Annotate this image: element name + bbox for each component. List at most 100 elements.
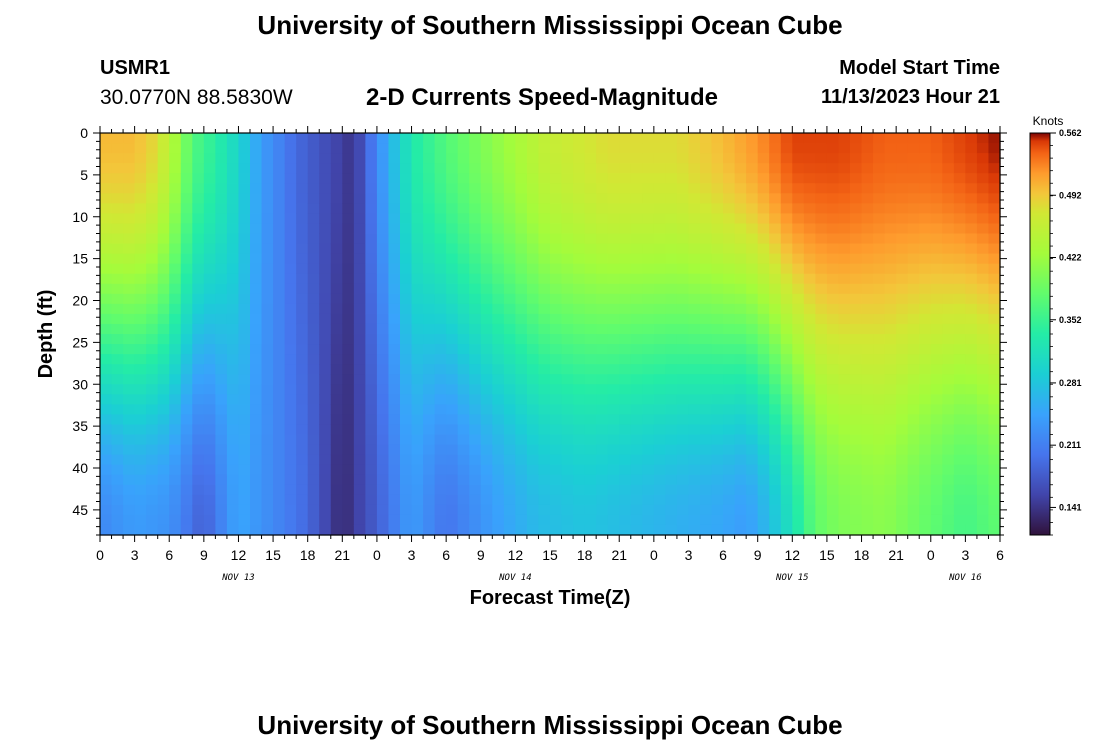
- heat-cell: [826, 504, 840, 516]
- heat-cell: [526, 474, 540, 486]
- heat-cell: [434, 193, 447, 204]
- heat-cell: [792, 394, 805, 405]
- heat-cell: [792, 283, 805, 295]
- heat-cell: [400, 243, 413, 255]
- heat-cell: [180, 143, 193, 154]
- heat-cell: [526, 213, 540, 225]
- heat-cell: [146, 504, 159, 516]
- heat-cell: [792, 303, 805, 315]
- heat-cell: [688, 424, 701, 436]
- heat-cell: [826, 193, 840, 204]
- heat-cell: [550, 213, 563, 225]
- heat-cell: [157, 223, 170, 235]
- heat-cell: [550, 414, 563, 426]
- heat-cell: [457, 183, 470, 194]
- heat-cell: [273, 424, 286, 436]
- heat-cell: [815, 163, 828, 174]
- heat-cell: [550, 313, 563, 325]
- heat-cell: [342, 424, 355, 436]
- heat-cell: [376, 313, 390, 325]
- heat-cell: [873, 524, 886, 536]
- heat-cell: [930, 484, 943, 496]
- heat-cell: [203, 404, 216, 415]
- heat-cell: [365, 273, 378, 285]
- heat-cell: [619, 404, 632, 415]
- heat-cell: [146, 213, 159, 225]
- heat-cell: [353, 434, 366, 446]
- heat-cell: [480, 303, 493, 315]
- heat-cell: [850, 253, 863, 265]
- heat-cell: [630, 143, 643, 154]
- heat-cell: [388, 173, 401, 184]
- heat-cell: [261, 424, 274, 436]
- heat-cell: [180, 173, 193, 184]
- heat-cell: [226, 133, 240, 144]
- heat-cell: [873, 424, 886, 436]
- heat-cell: [676, 454, 690, 466]
- heat-cell: [538, 394, 551, 405]
- heat-cell: [976, 484, 990, 496]
- heat-cell: [330, 504, 343, 516]
- heat-cell: [526, 273, 540, 285]
- heat-cell: [723, 243, 736, 255]
- heat-cell: [896, 253, 909, 265]
- heat-cell: [561, 173, 574, 184]
- heat-cell: [596, 163, 609, 174]
- heat-cell: [273, 323, 286, 335]
- heat-cell: [896, 183, 909, 194]
- heat-cell: [296, 404, 309, 415]
- heat-cell: [111, 364, 124, 375]
- heat-cell: [469, 323, 482, 335]
- heat-cell: [838, 514, 851, 526]
- heat-cell: [688, 384, 701, 395]
- heat-cell: [965, 524, 978, 536]
- heat-cell: [503, 414, 516, 426]
- heat-cell: [630, 153, 643, 164]
- heat-cell: [146, 364, 159, 375]
- heat-cell: [919, 163, 932, 174]
- heat-cell: [226, 143, 240, 154]
- colorbar-tick-label: 0.492: [1059, 190, 1082, 200]
- heat-cell: [515, 354, 528, 365]
- heat-cell: [734, 163, 747, 174]
- heat-cell: [342, 313, 355, 325]
- heat-cell: [388, 163, 401, 174]
- heat-cell: [988, 424, 1001, 436]
- heat-cell: [607, 283, 620, 295]
- heat-cell: [319, 424, 332, 436]
- heat-cell: [365, 213, 378, 225]
- heat-cell: [688, 173, 701, 184]
- heat-cell: [400, 444, 413, 456]
- heat-cell: [607, 424, 620, 436]
- heat-cell: [550, 193, 563, 204]
- heat-cell: [492, 394, 505, 405]
- heat-cell: [215, 484, 228, 496]
- heat-cell: [503, 283, 516, 295]
- heat-cell: [953, 404, 966, 415]
- heat-cell: [896, 153, 909, 164]
- heat-cell: [792, 173, 805, 184]
- x-tick-label: 18: [854, 547, 870, 563]
- heat-cell: [573, 273, 586, 285]
- heat-cell: [469, 243, 482, 255]
- heat-cell: [330, 464, 343, 476]
- heat-cell: [526, 173, 540, 184]
- heat-cell: [203, 374, 216, 385]
- heat-cell: [284, 153, 297, 164]
- heat-cell: [100, 334, 113, 345]
- heat-cell: [307, 243, 320, 255]
- heat-cell: [226, 183, 240, 194]
- heat-cell: [192, 464, 205, 476]
- heat-cell: [953, 464, 966, 476]
- heat-cell: [111, 474, 124, 486]
- heat-cell: [134, 223, 147, 235]
- heat-cell: [953, 133, 966, 144]
- heat-cell: [861, 243, 874, 255]
- heat-cell: [169, 474, 182, 486]
- heat-cell: [976, 374, 990, 385]
- heat-cell: [134, 293, 147, 305]
- heat-cell: [711, 474, 724, 486]
- heat-cell: [526, 313, 540, 325]
- heat-cell: [884, 163, 897, 174]
- heat-cell: [388, 494, 401, 506]
